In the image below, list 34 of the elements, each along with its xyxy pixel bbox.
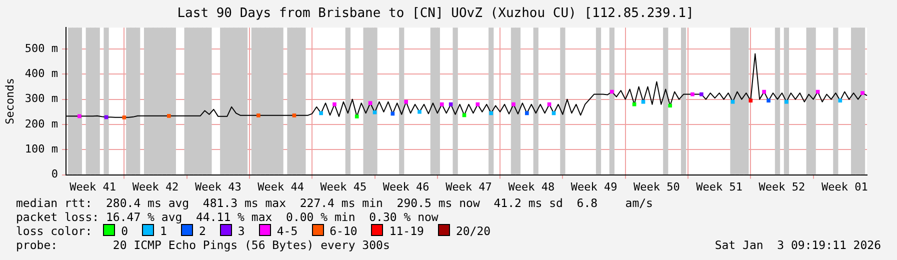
y-axis-title: Seconds [3, 78, 16, 124]
y-tick-label: 300 m [24, 92, 58, 106]
text: probe: 20 ICMP Echo Pings (56 Bytes) every 300s [16, 238, 390, 252]
x-tick-label: Week 45 [320, 180, 367, 194]
legend-label: 0 [120, 224, 128, 238]
legend-label: 11-19 [388, 224, 424, 238]
y-tick-label: 200 m [24, 117, 58, 130]
x-tick-label: Week 47 [446, 180, 492, 194]
legend-label: 2 [198, 224, 206, 238]
text: Sat Jan 3 09:19:11 2026 [714, 238, 881, 252]
legend-label: 1 [159, 224, 167, 238]
legend-label: 3 [236, 224, 245, 238]
x-tick-label: Week 46 [382, 180, 430, 194]
x-tick-label: Week 01 [821, 180, 868, 194]
x-tick-label: Week 48 [508, 180, 555, 194]
y-tick-label: 0 [51, 168, 58, 181]
text: median rtt: 280.4 ms avg 481.3 ms max 227.4 ms min 290.5 ms now 41.2 ms sd 6.8 am/s [16, 196, 653, 210]
x-tick-label: Week 51 [696, 180, 743, 194]
x-tick-label: Week 41 [70, 180, 116, 194]
legend-label: 6-10 [328, 224, 358, 238]
x-tick-label: Week 49 [570, 180, 618, 194]
x-tick-label: Week 42 [132, 180, 179, 194]
y-tick-label: 100 m [24, 142, 58, 156]
x-tick-label: Week 44 [258, 180, 304, 194]
legend-label: 4-5 [276, 224, 298, 238]
x-tick-label: Week 43 [194, 180, 242, 194]
y-tick-label: 500 m [24, 42, 58, 55]
legend-title: loss color: [16, 224, 94, 238]
chart-title: Last 90 Days from Brisbane to [CN] UOvZ (Xuzhou CU) [112.85.239.1] [177, 6, 694, 22]
text: packet loss: 16.47 % avg 44.11 % max 0.00 % min 0.30 % now [16, 210, 438, 224]
x-tick-label: Week 52 [758, 180, 806, 194]
legend-label: 20/20 [454, 224, 491, 238]
y-tick-label: 400 m [24, 67, 58, 80]
x-tick-label: Week 50 [634, 180, 680, 194]
